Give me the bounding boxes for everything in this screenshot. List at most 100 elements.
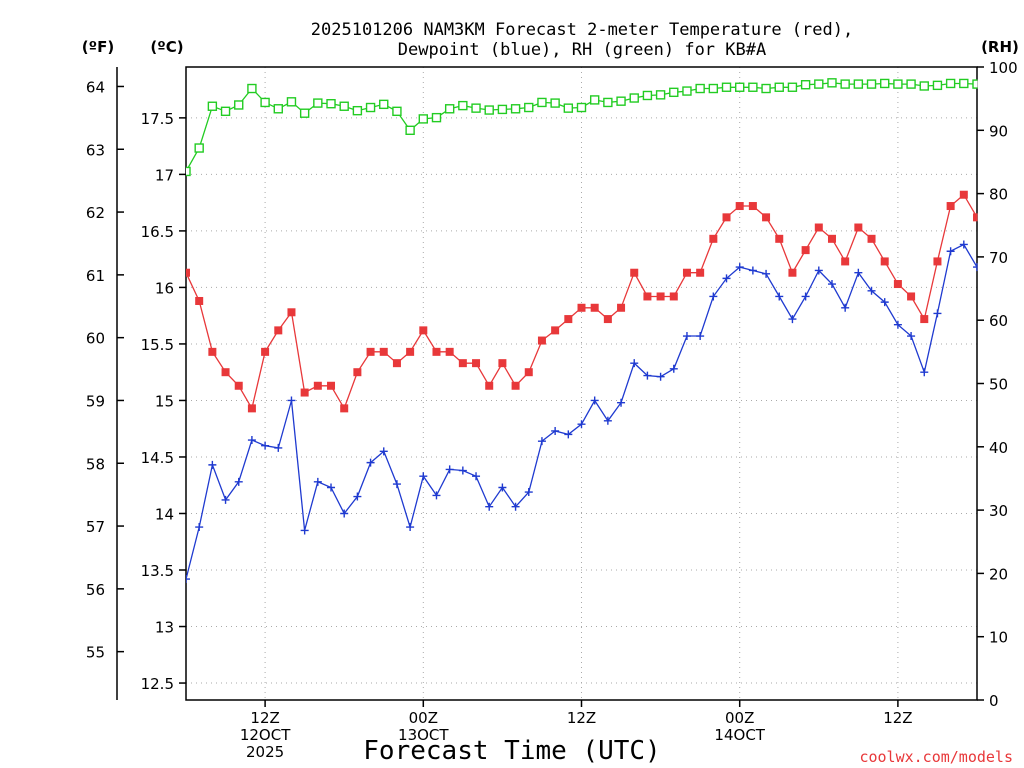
rh-point	[866, 79, 877, 89]
temperature-point	[208, 347, 217, 356]
temperature-point	[234, 381, 243, 390]
rh-point	[186, 166, 191, 177]
temperature-point	[511, 381, 520, 390]
temperature-point	[775, 234, 784, 243]
dewpoint-point	[261, 441, 270, 450]
temperature-point	[867, 234, 876, 243]
fahrenheit-tick-label: 63	[86, 141, 105, 159]
rh-point	[669, 87, 679, 98]
rh-point	[959, 78, 969, 89]
dewpoint-point	[801, 292, 810, 301]
rh-tick-label: 10	[989, 629, 1008, 647]
temperature-point	[498, 359, 507, 368]
rh-point	[339, 101, 349, 111]
rh-point	[682, 86, 692, 96]
celsius-tick-label: 14.5	[141, 449, 174, 467]
temperature-point	[893, 280, 902, 289]
dewpoint-point	[432, 491, 441, 500]
dewpoint-point	[709, 292, 718, 301]
fahrenheit-tick-label: 58	[86, 455, 105, 473]
temperature-point	[643, 292, 652, 301]
temperature-point	[445, 347, 454, 356]
dewpoint-point	[458, 466, 467, 475]
rh-point	[945, 78, 956, 89]
dewpoint-point	[327, 483, 336, 492]
temperature-point	[300, 388, 309, 397]
temperature-point	[340, 404, 349, 413]
rh-point	[207, 101, 218, 111]
dewpoint-point	[392, 480, 401, 489]
rh-point	[840, 79, 850, 89]
dewpoint-point	[195, 523, 204, 532]
dewpoint-point	[959, 240, 968, 249]
rh-point	[616, 96, 626, 106]
rh-tick-label: 70	[989, 249, 1008, 267]
rh-point	[313, 98, 323, 108]
dewpoint-point	[564, 430, 573, 439]
temperature-point	[458, 359, 467, 368]
temperature-point	[590, 303, 599, 312]
fahrenheit-tick-label: 62	[86, 204, 105, 222]
dewpoint-point	[841, 303, 850, 312]
dewpoint-point	[893, 320, 902, 329]
rh-point	[497, 104, 508, 115]
fahrenheit-tick-label: 59	[86, 392, 105, 410]
rh-tick-label: 100	[989, 59, 1018, 77]
x-tick-label: 12Z	[250, 709, 279, 727]
temperature-point	[630, 268, 639, 277]
dewpoint-point	[287, 396, 296, 405]
temperature-point	[524, 368, 533, 377]
celsius-tick-label: 16	[155, 279, 174, 297]
chart-title-line2: Dewpoint (blue), RH (green) for KB#A	[398, 40, 766, 60]
celsius-tick-label: 12.5	[141, 675, 174, 693]
rh-point	[748, 82, 758, 92]
dewpoint-point	[247, 436, 256, 445]
rh-point	[721, 82, 732, 92]
rh-point	[379, 99, 389, 110]
celsius-tick-label: 15	[155, 392, 174, 410]
dewpoint-point	[854, 268, 863, 277]
temperature-point	[907, 292, 916, 301]
x-tick-label: 12OCT	[240, 726, 291, 744]
temperature-point	[261, 347, 270, 356]
rh-point	[458, 100, 468, 111]
rh-point	[972, 79, 978, 89]
celsius-tick-label: 14	[155, 505, 174, 523]
dewpoint-point	[577, 420, 586, 429]
temperature-point	[313, 381, 322, 390]
temperature-point	[973, 213, 978, 222]
temperature-point	[682, 268, 691, 277]
rh-point	[524, 102, 534, 113]
dewpoint-point	[973, 263, 978, 272]
celsius-tick-label: 13.5	[141, 562, 174, 580]
rh-tick-label: 40	[989, 439, 1008, 457]
rh-point	[392, 106, 402, 117]
rh-tick-label: 90	[989, 122, 1008, 140]
x-axis-label: Forecast Time (UTC)	[363, 736, 660, 766]
dewpoint-point	[775, 292, 784, 301]
dewpoint-point	[313, 477, 322, 486]
dewpoint-point	[867, 286, 876, 295]
temperature-point	[656, 292, 665, 301]
dewpoint-point	[590, 396, 599, 405]
dewpoint-point	[524, 488, 533, 497]
dewpoint-point	[208, 460, 217, 469]
rh-point	[906, 79, 916, 89]
temperature-point	[419, 326, 428, 335]
dewpoint-point	[379, 447, 388, 456]
rh-point	[880, 78, 890, 89]
rh-point	[655, 90, 666, 100]
temperature-point	[603, 315, 612, 324]
dewpoint-point	[511, 502, 520, 511]
rh-point	[537, 97, 547, 108]
temperature-point	[551, 326, 560, 335]
plot-frame	[185, 66, 978, 701]
rh-point	[484, 105, 494, 115]
rh-tick-label: 30	[989, 502, 1008, 520]
rh-point	[708, 83, 719, 94]
rh-point	[695, 83, 705, 94]
temperature-point	[537, 336, 546, 345]
temperature-point	[801, 246, 810, 255]
dewpoint-point	[630, 359, 639, 368]
dewpoint-point	[353, 492, 362, 501]
